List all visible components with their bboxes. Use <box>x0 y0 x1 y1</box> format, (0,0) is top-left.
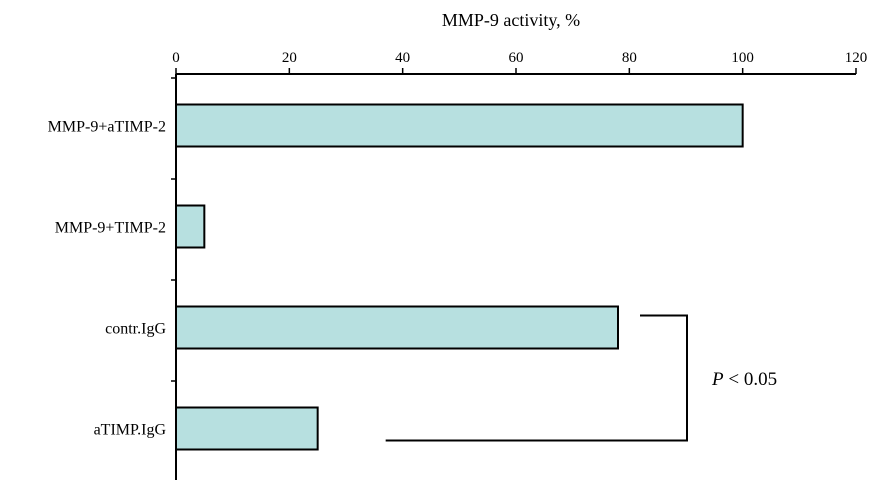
x-tick-label: 100 <box>731 50 754 66</box>
category-label: MMP-9+TIMP-2 <box>55 220 166 237</box>
x-axis-label: MMP-9 activity, % <box>442 10 580 30</box>
category-label: contr.IgG <box>105 321 166 338</box>
bars <box>175 103 744 451</box>
x-tick-label: 120 <box>845 50 868 66</box>
significance-annotation: P < 0.05 <box>385 314 777 442</box>
bar <box>175 103 744 148</box>
category-label: aTIMP.IgG <box>94 422 167 439</box>
bar <box>175 305 619 350</box>
category-labels: MMP-9+aTIMP-2 MMP-9+TIMP-2 contr.IgG aTIMP.… <box>48 119 167 439</box>
bar <box>175 406 319 451</box>
bar <box>175 204 206 249</box>
x-tick-label: 0 <box>172 50 180 66</box>
x-tick-label: 80 <box>622 50 637 66</box>
x-axis: 0 20 40 60 80 100 120 <box>172 50 868 75</box>
x-tick-label: 60 <box>509 50 524 66</box>
x-tick-label: 40 <box>395 50 410 66</box>
category-label: MMP-9+aTIMP-2 <box>48 119 166 136</box>
significance-bracket <box>385 314 688 442</box>
x-tick-label: 20 <box>282 50 297 66</box>
p-value-label: P < 0.05 <box>711 369 777 390</box>
